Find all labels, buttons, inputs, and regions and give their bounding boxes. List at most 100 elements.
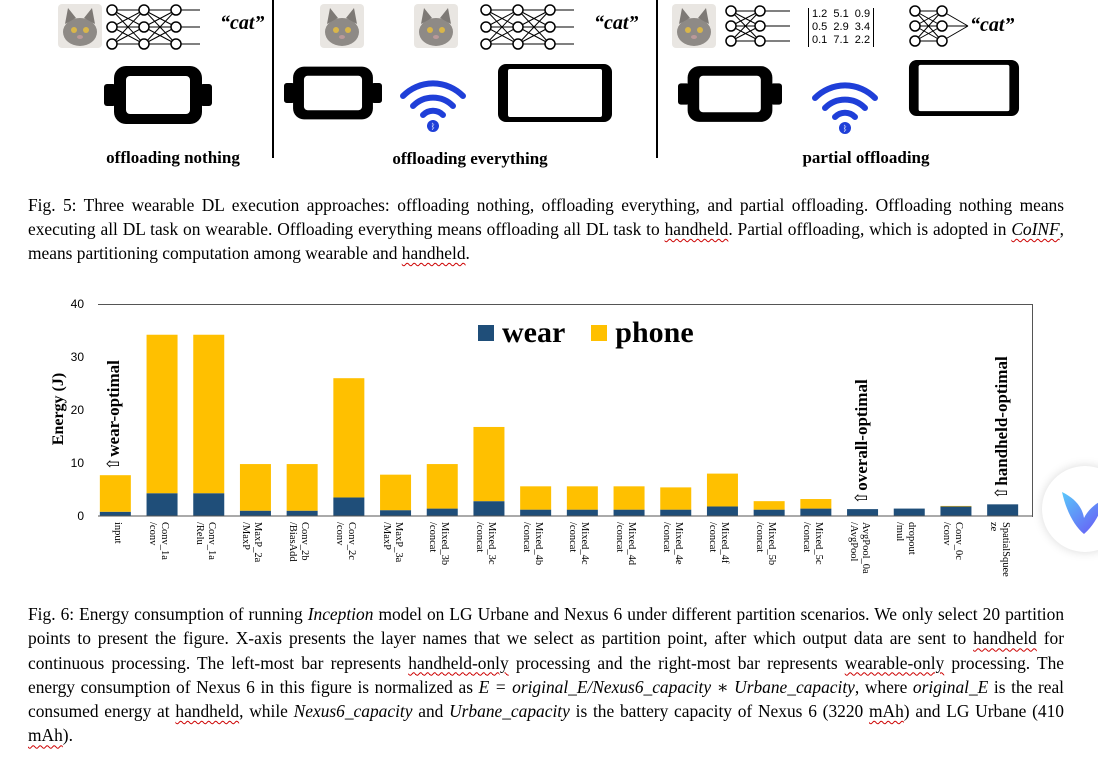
caption-text: Nexus6_capacity (293, 701, 413, 722)
y-tick-label: 30 (70, 350, 84, 364)
bar-phone (193, 334, 225, 494)
panel-divider (272, 0, 274, 158)
caption-text: original_E (912, 676, 989, 697)
bar-phone (800, 499, 832, 509)
caption-text: . (465, 243, 470, 263)
bar-wear (473, 501, 505, 516)
feature-matrix: 1.2 5.1 0.9 0.5 2.9 3.4 0.1 7.1 2.2 (808, 8, 875, 47)
bar-wear (99, 511, 131, 516)
smartwatch-icon (284, 66, 382, 120)
cat-photo (58, 4, 102, 48)
caption-text: , while (239, 701, 294, 722)
smartphone-icon (498, 64, 612, 122)
bar-phone (99, 475, 131, 512)
cat-photo (320, 4, 364, 48)
svg-text:ᛒ: ᛒ (843, 124, 848, 133)
bar-wear (940, 506, 972, 516)
caption-text: . Partial offloading, which is adopted i… (728, 219, 1012, 239)
bar-wear (426, 508, 458, 516)
floating-assistant-button[interactable] (1042, 466, 1098, 552)
bar-wear (800, 508, 832, 516)
bird-logo-icon (1062, 492, 1098, 534)
x-tick-label: Conv_0c /conv (940, 522, 964, 560)
figure-5-caption: Fig. 5: Three wearable DL execution appr… (28, 193, 1064, 265)
caption-text: Fig. 5: Three wearable DL execution appr… (28, 195, 1064, 239)
bar-wear (239, 510, 271, 516)
y-tick-label: 10 (70, 456, 84, 470)
bar-phone (380, 474, 412, 511)
x-tick-label: MaxP_3a /MaxP (380, 522, 404, 563)
caption-text: Inception (307, 604, 374, 624)
neural-network-icon (480, 4, 574, 50)
bar-phone (613, 486, 645, 510)
neural-network-icon (106, 4, 200, 50)
x-tick-label: dropout /mul (894, 522, 918, 555)
y-axis-label: Energy (J) (50, 372, 67, 446)
caption-text: mAh (28, 725, 63, 746)
bar-wear (893, 508, 925, 516)
x-tick-label: Mixed_4b /concat (520, 522, 544, 566)
x-tick-label: Conv_2c /conv (333, 522, 357, 560)
caption-text: mAh (869, 701, 904, 722)
bar-phone (940, 505, 972, 507)
optimal-annotation: ⇧overall-optimal (851, 379, 871, 506)
x-tick-label: Conv_1a /conv (147, 522, 171, 560)
caption-text: CoINF (1011, 219, 1060, 239)
bar-wear (333, 497, 365, 516)
x-tick-label: Mixed_3c /concat (473, 522, 497, 565)
legend-swatch-phone (591, 325, 608, 341)
bar-phone (520, 486, 552, 510)
caption-text: handheld (401, 243, 466, 263)
bar-phone (473, 426, 505, 502)
bar-wear (146, 493, 178, 516)
figure-6-caption: Fig. 6: Energy consumption of running In… (28, 602, 1064, 748)
caption-text: model on LG Urbane and Nexus 6 under dif… (28, 604, 1065, 649)
wireless-bluetooth-icon: ᛒ (400, 80, 466, 132)
bar-chart (98, 334, 1032, 517)
panel-label: offloading everything (392, 149, 548, 168)
smartwatch-icon (678, 66, 782, 122)
x-tick-label: Mixed_4e /concat (660, 522, 684, 565)
bar-phone (239, 464, 271, 511)
caption-text: is the real consumed energy at (28, 676, 1065, 722)
panel-label: offloading nothing (106, 148, 240, 167)
x-tick-label: Mixed_4c /concat (567, 522, 591, 565)
x-tick-label: Mixed_3b /concat (427, 522, 451, 566)
caption-text: ) and LG Urbane (410 (903, 701, 1065, 722)
caption-text: handheld (973, 628, 1037, 649)
bar-phone (286, 464, 318, 511)
y-tick-label: 0 (77, 509, 84, 523)
cat-label: “cat” (594, 12, 639, 34)
bar-wear (193, 493, 225, 516)
bar-wear (520, 509, 552, 516)
smartphone-icon (908, 60, 1020, 116)
x-tick-label: Mixed_5c /concat (800, 522, 824, 565)
y-tick-label: 40 (70, 297, 84, 311)
smartwatch-icon (104, 66, 212, 124)
x-tick-label: Conv_1a /Relu (193, 522, 217, 560)
caption-text: is the battery capacity of Nexus 6 (3220 (569, 701, 869, 722)
bar-wear (753, 509, 785, 516)
bar-phone (706, 473, 738, 507)
x-tick-label: SpatialSquee ze (987, 522, 1011, 577)
caption-text: handheld (664, 219, 729, 239)
bar-phone (660, 487, 692, 510)
cat-label: “cat” (220, 12, 265, 34)
bar-phone (146, 334, 178, 494)
legend-label-phone: phone (615, 316, 694, 349)
panel-label: partial offloading (802, 148, 930, 167)
bar-wear (613, 509, 645, 516)
bar-phone (333, 378, 365, 498)
caption-text: for continuous processing. The left-most… (28, 628, 1064, 673)
caption-text: processing and the right-most bar repres… (508, 652, 845, 673)
neural-network-icon (909, 5, 969, 47)
bar-phone (426, 464, 458, 509)
caption-text: handheld-only (408, 652, 509, 673)
bar-wear (660, 509, 692, 516)
svg-text:ᛒ: ᛒ (431, 122, 436, 131)
caption-text: processing. The energy consumption of Ne… (28, 652, 1065, 697)
cat-label: “cat” (970, 14, 1015, 36)
chart-legend: wear phone (478, 316, 694, 350)
bar-wear (847, 509, 879, 516)
chart-frame (98, 304, 1033, 517)
